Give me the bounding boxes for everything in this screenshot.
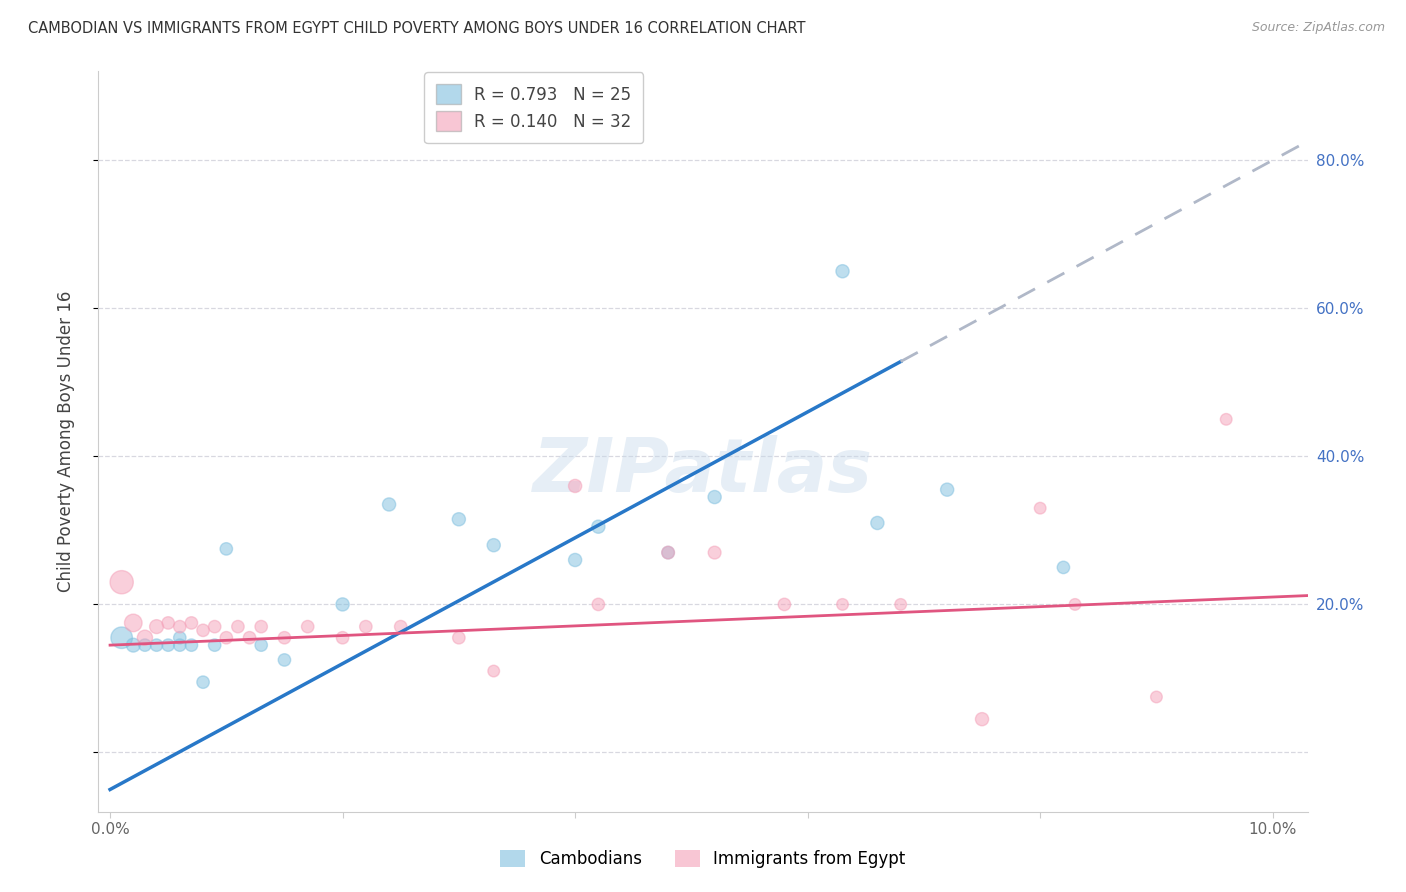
Point [332,631,354,645]
Point [588,519,610,533]
Point [122,615,145,630]
Point [588,598,610,612]
Point [169,638,191,652]
Point [204,619,226,633]
Y-axis label: Child Poverty Among Boys Under 16: Child Poverty Among Boys Under 16 [56,291,75,592]
Point [157,615,180,630]
Point [273,631,295,645]
Point [773,598,796,612]
Point [482,538,505,552]
Point [564,553,586,567]
Point [890,598,912,612]
Point [191,624,214,638]
Point [482,664,505,678]
Point [936,483,959,497]
Point [239,631,262,645]
Legend: R = 0.793   N = 25, R = 0.140   N = 32: R = 0.793 N = 25, R = 0.140 N = 32 [425,72,643,143]
Point [1064,598,1087,612]
Point [354,619,377,633]
Point [297,619,319,633]
Point [134,631,156,645]
Point [145,619,167,633]
Point [204,638,226,652]
Point [111,631,134,645]
Point [180,615,202,630]
Point [831,264,853,278]
Point [145,638,167,652]
Point [831,598,853,612]
Text: Source: ZipAtlas.com: Source: ZipAtlas.com [1251,21,1385,34]
Point [657,545,679,560]
Point [111,575,134,590]
Point [564,479,586,493]
Text: CAMBODIAN VS IMMIGRANTS FROM EGYPT CHILD POVERTY AMONG BOYS UNDER 16 CORRELATION: CAMBODIAN VS IMMIGRANTS FROM EGYPT CHILD… [28,21,806,36]
Point [180,638,202,652]
Point [157,638,180,652]
Point [703,490,725,504]
Point [657,545,679,560]
Point [970,712,993,726]
Point [191,675,214,690]
Legend: Cambodians, Immigrants from Egypt: Cambodians, Immigrants from Egypt [492,842,914,877]
Point [447,631,470,645]
Point [332,598,354,612]
Point [1144,690,1167,704]
Point [250,619,273,633]
Point [1215,412,1237,426]
Point [250,638,273,652]
Point [122,638,145,652]
Point [389,619,412,633]
Text: ZIPatlas: ZIPatlas [533,434,873,508]
Point [134,638,156,652]
Point [866,516,889,530]
Point [1052,560,1074,574]
Point [169,619,191,633]
Point [226,619,249,633]
Point [169,631,191,645]
Point [215,541,238,556]
Point [447,512,470,526]
Point [1029,501,1052,516]
Point [215,631,238,645]
Point [703,545,725,560]
Point [378,498,401,512]
Point [273,653,295,667]
